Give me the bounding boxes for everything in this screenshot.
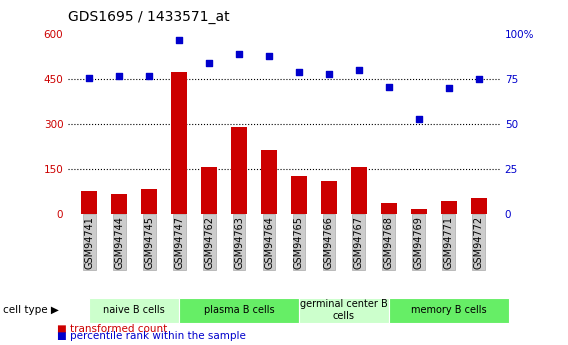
Text: GSM94741: GSM94741: [84, 216, 94, 268]
Text: GSM94768: GSM94768: [384, 216, 394, 268]
Bar: [81, 191, 97, 214]
Bar: [231, 127, 247, 214]
Point: [85, 75, 94, 80]
Text: GSM94769: GSM94769: [414, 216, 424, 268]
Text: GSM94762: GSM94762: [204, 216, 214, 269]
Text: GSM94764: GSM94764: [264, 216, 274, 268]
Point: [265, 53, 274, 59]
Text: naive B cells: naive B cells: [103, 305, 165, 315]
Text: ■ transformed count: ■ transformed count: [57, 324, 167, 334]
Bar: [471, 198, 487, 214]
Bar: [261, 150, 277, 214]
Point: [204, 60, 214, 66]
Point: [414, 116, 423, 121]
Bar: [291, 176, 307, 214]
Point: [235, 51, 244, 57]
Point: [115, 73, 124, 79]
Text: plasma B cells: plasma B cells: [204, 305, 274, 315]
Bar: [381, 204, 397, 214]
Bar: [321, 181, 337, 214]
Text: GSM94744: GSM94744: [114, 216, 124, 268]
Bar: [171, 72, 187, 214]
Point: [444, 86, 453, 91]
Bar: [350, 167, 367, 214]
Bar: [201, 167, 218, 214]
Point: [354, 68, 364, 73]
Text: GDS1695 / 1433571_at: GDS1695 / 1433571_at: [68, 10, 230, 24]
Text: GSM94747: GSM94747: [174, 216, 184, 269]
Text: GSM94767: GSM94767: [354, 216, 364, 269]
Bar: [411, 208, 427, 214]
Text: GSM94772: GSM94772: [474, 216, 484, 269]
Point: [324, 71, 333, 77]
Point: [385, 84, 394, 89]
Text: GSM94766: GSM94766: [324, 216, 334, 268]
Text: GSM94763: GSM94763: [234, 216, 244, 268]
Bar: [141, 189, 157, 214]
Text: cell type ▶: cell type ▶: [3, 305, 59, 315]
Point: [294, 69, 303, 75]
Point: [474, 77, 483, 82]
Text: GSM94765: GSM94765: [294, 216, 304, 269]
Bar: [111, 194, 127, 214]
Text: GSM94745: GSM94745: [144, 216, 154, 269]
Text: GSM94771: GSM94771: [444, 216, 454, 269]
Text: germinal center B
cells: germinal center B cells: [300, 299, 388, 321]
Point: [174, 37, 183, 43]
Text: ■ percentile rank within the sample: ■ percentile rank within the sample: [57, 332, 246, 341]
Point: [144, 73, 153, 79]
Text: memory B cells: memory B cells: [411, 305, 487, 315]
Bar: [441, 201, 457, 214]
